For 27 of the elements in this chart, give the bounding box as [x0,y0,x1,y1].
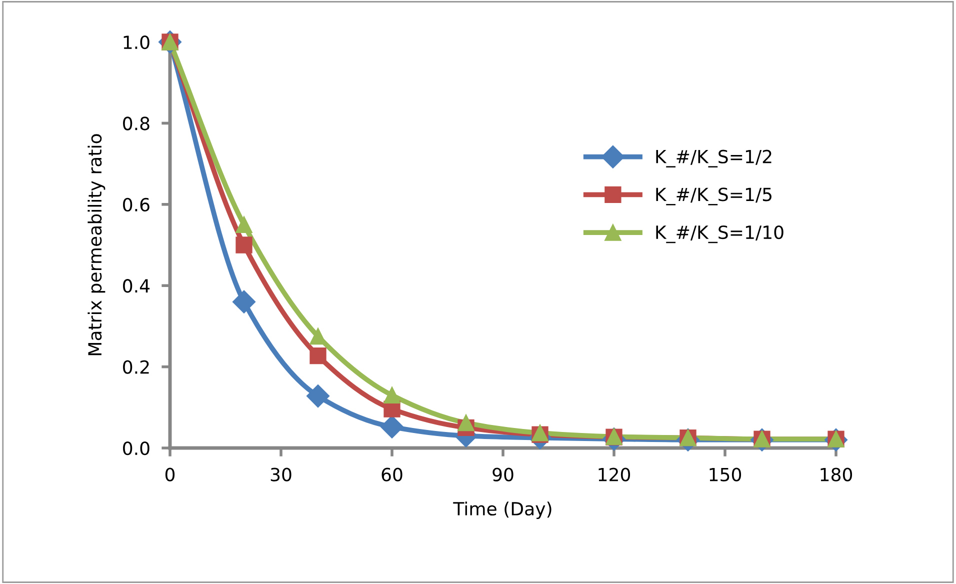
x-tick-label: 90 [492,468,514,482]
point [458,414,474,432]
x-axis-title: Time (Day) [453,502,552,520]
x-tick-label: 120 [598,468,630,482]
y-tick-label: 0.8 [123,116,150,130]
point [236,236,252,254]
x-tick-label: 150 [710,468,742,482]
point [380,415,404,438]
point [310,328,326,345]
legend-label: K_#/K_S=1/10 [656,225,784,244]
point [236,216,252,234]
legend-label: K_#/K_S=1/5 [656,188,772,206]
point [310,348,326,364]
point [306,384,330,408]
x-tick-label: 0 [165,468,175,482]
x-tick-label: 60 [382,468,402,482]
y-tick-label: 0.6 [123,198,150,212]
y-tick-label: 0.0 [123,441,150,456]
y-tick-label: 1.0 [124,35,150,50]
x-tick-label: 180 [820,468,852,482]
y-tick-label: 0.2 [123,360,149,374]
x-tick-label: 30 [270,468,292,482]
point [232,290,256,314]
y-tick-label: 0.4 [123,279,150,293]
y-axis-title: Matrix permeability ratio [88,134,106,356]
legend-label: K_#/K_S=1/2 [656,150,772,168]
point [384,386,400,404]
